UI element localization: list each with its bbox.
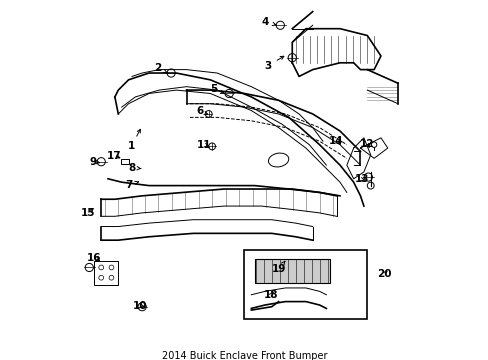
Text: 1: 1	[127, 129, 140, 151]
Text: 3: 3	[264, 56, 283, 71]
Text: 2: 2	[154, 63, 166, 73]
Text: 13: 13	[354, 175, 369, 184]
Text: 19: 19	[271, 261, 285, 274]
Text: 20: 20	[376, 269, 391, 279]
Text: 6: 6	[196, 106, 207, 116]
Text: 17: 17	[107, 150, 121, 161]
Text: 18: 18	[264, 290, 278, 300]
Text: 8: 8	[128, 163, 141, 173]
Bar	[254, 259, 329, 283]
Text: 2014 Buick Enclave Front Bumper: 2014 Buick Enclave Front Bumper	[162, 351, 326, 360]
Text: 16: 16	[87, 253, 102, 263]
Text: 15: 15	[81, 208, 95, 218]
Text: 5: 5	[210, 84, 224, 94]
Text: 12: 12	[359, 139, 373, 149]
Text: 14: 14	[328, 136, 343, 145]
Text: 10: 10	[133, 301, 147, 311]
Text: 9: 9	[89, 157, 100, 167]
Bar	[244, 251, 366, 319]
Bar	[121, 159, 129, 165]
Text: 4: 4	[262, 17, 275, 27]
Text: 7: 7	[125, 180, 138, 190]
Text: 11: 11	[197, 140, 211, 150]
